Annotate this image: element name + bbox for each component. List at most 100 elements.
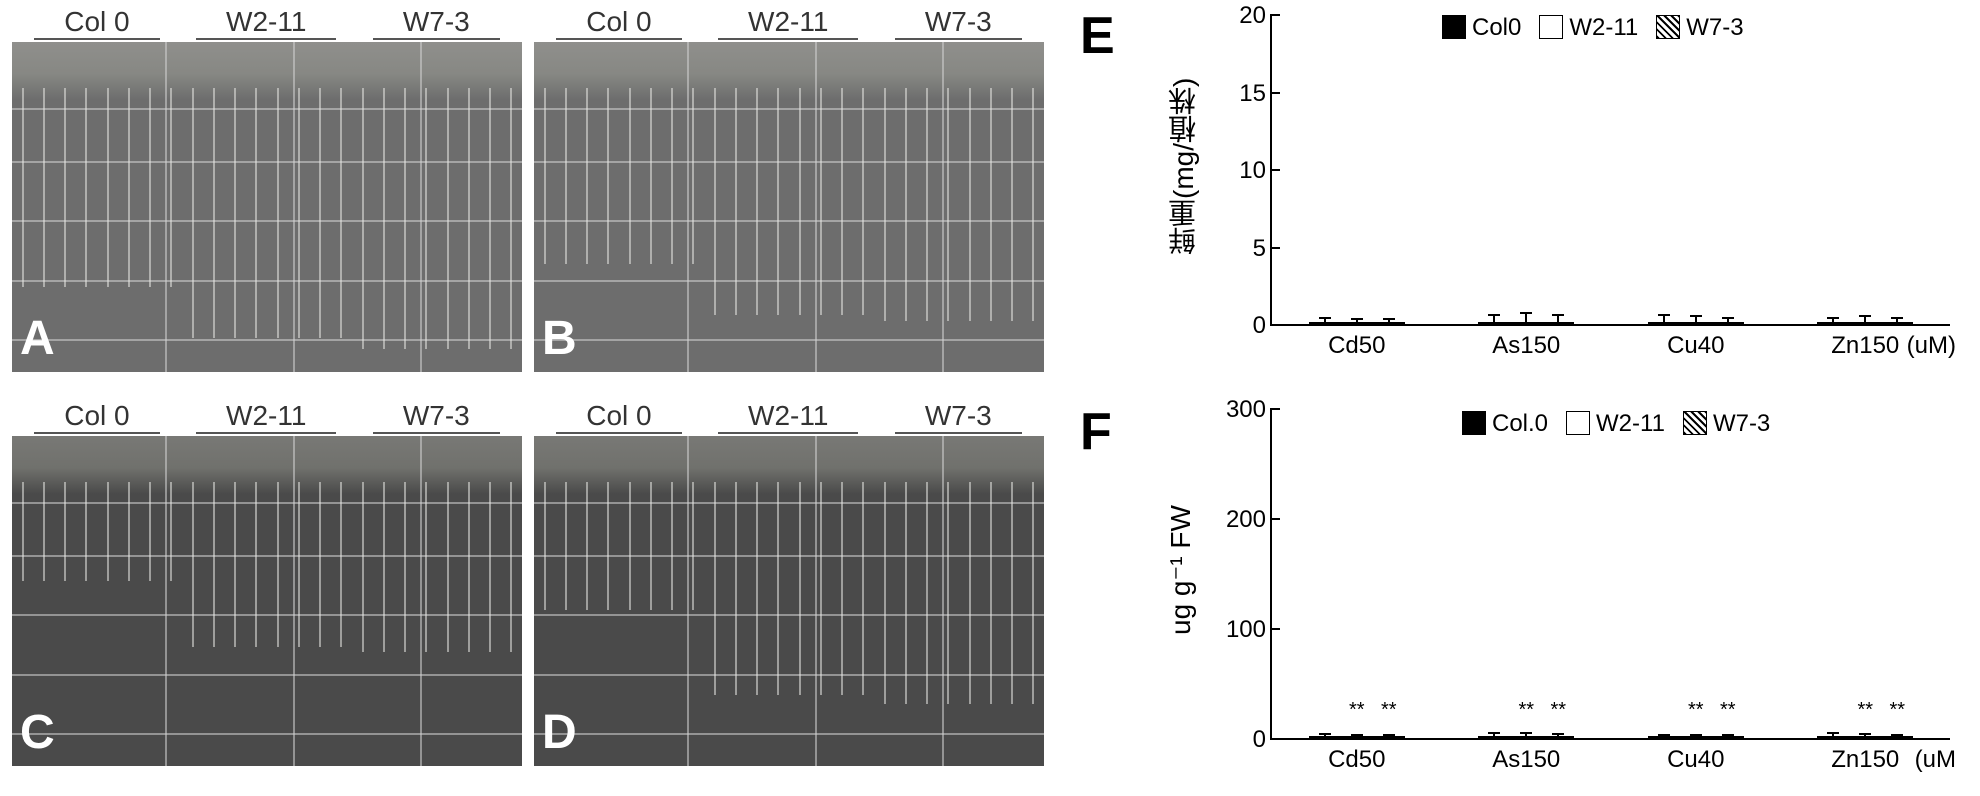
- bar: **: [1712, 736, 1744, 738]
- legend-item: Col.0: [1462, 410, 1548, 438]
- sample-label: W7-3: [895, 400, 1022, 434]
- panel-C: Col 0 W2-11 W7-3 C: [12, 398, 522, 766]
- error-bar: [1695, 315, 1697, 323]
- chart-E-yticks: 05101520: [1220, 16, 1270, 326]
- error-bar: [1324, 317, 1326, 323]
- bar: [1309, 736, 1341, 738]
- panel-A: Col 0 W2-11 W7-3 A: [12, 4, 522, 372]
- ytick-label: 300: [1226, 396, 1266, 424]
- significance-mark: **: [1381, 699, 1397, 722]
- error-bar: [1695, 734, 1697, 737]
- significance-mark: **: [1349, 699, 1365, 722]
- sample-label: Col 0: [556, 400, 681, 434]
- sample-label: W2-11: [718, 6, 858, 40]
- ytick-label: 5: [1253, 235, 1266, 263]
- legend-label: Col.0: [1492, 410, 1548, 437]
- xtick-label: As150: [1492, 324, 1560, 360]
- bar-group: ****: [1309, 736, 1405, 738]
- sample-label: W2-11: [196, 6, 336, 40]
- bar-group: [1478, 322, 1574, 324]
- error-bar: [1832, 317, 1834, 323]
- sample-label: Col 0: [556, 6, 681, 40]
- panel-D-sample-labels: Col 0 W2-11 W7-3: [534, 398, 1044, 436]
- significance-mark: **: [1550, 699, 1566, 722]
- sample-label: W7-3: [373, 400, 500, 434]
- bar: [1542, 322, 1574, 324]
- chart-F-ylabel-text: ug g⁻¹ FW: [1164, 505, 1197, 635]
- panel-A-sample-labels: Col 0 W2-11 W7-3: [12, 4, 522, 42]
- ytick-label: 10: [1239, 157, 1266, 185]
- error-bar: [1727, 734, 1729, 737]
- bar-group: [1817, 322, 1913, 324]
- bar: [1648, 736, 1680, 738]
- bar: [1712, 322, 1744, 324]
- panel-letter-C: C: [20, 705, 55, 760]
- xtick-label: Cu40: [1667, 324, 1724, 360]
- chart-E-ylabel: 鲜重(mg/植株): [1164, 6, 1204, 326]
- bar-group: [1648, 322, 1744, 324]
- xtick-label: Cd50: [1328, 324, 1385, 360]
- chart-F: ug g⁻¹ FW 0100200300 Col.0 W2-11 W7-3 (u…: [1150, 400, 1960, 790]
- bar: **: [1510, 736, 1542, 738]
- significance-mark: **: [1720, 699, 1736, 722]
- legend-label: W7-3: [1686, 14, 1743, 41]
- bar: **: [1542, 736, 1574, 738]
- xtick-label: Cu40: [1667, 738, 1724, 774]
- panel-letter-E: E: [1080, 6, 1115, 66]
- panel-letter-D: D: [542, 705, 577, 760]
- chart-F-plotarea: Col.0 W2-11 W7-3 (uM Cd50****As150****Cu…: [1270, 410, 1950, 740]
- chart-E-plotarea: Col0 W2-11 W7-3 (uM) Cd50As150Cu40Zn150: [1270, 16, 1950, 326]
- legend-swatch-hatch: [1683, 411, 1707, 435]
- legend-swatch-open: [1566, 411, 1590, 435]
- sample-label: Col 0: [34, 400, 159, 434]
- roots-w73: [352, 482, 522, 766]
- error-bar: [1493, 732, 1495, 737]
- panel-letter-B: B: [542, 311, 577, 366]
- roots-w211: [704, 482, 874, 766]
- chart-E-inner: 鲜重(mg/植株) 05101520 Col0 W2-11 W7-3 (uM) …: [1150, 6, 1960, 376]
- panel-D: Col 0 W2-11 W7-3 D: [534, 398, 1044, 766]
- error-bar: [1356, 318, 1358, 323]
- bar: [1309, 322, 1341, 324]
- legend-label: W7-3: [1713, 410, 1770, 437]
- roots-w211: [182, 482, 352, 766]
- significance-mark: **: [1857, 699, 1873, 722]
- bar: [1849, 322, 1881, 324]
- error-bar: [1388, 734, 1390, 737]
- ytick-label: 0: [1253, 312, 1266, 340]
- ytick-label: 100: [1226, 616, 1266, 644]
- bar: **: [1849, 736, 1881, 738]
- bar: [1478, 736, 1510, 738]
- chart-E: 鲜重(mg/植株) 05101520 Col0 W2-11 W7-3 (uM) …: [1150, 6, 1960, 376]
- significance-mark: **: [1518, 699, 1534, 722]
- error-bar: [1525, 312, 1527, 323]
- roots-w73: [874, 88, 1044, 372]
- error-bar: [1557, 733, 1559, 737]
- legend-label: Col0: [1472, 14, 1521, 41]
- error-bar: [1663, 734, 1665, 737]
- panel-letter-F: F: [1080, 402, 1112, 462]
- chart-F-yticks: 0100200300: [1220, 410, 1270, 740]
- error-bar: [1727, 317, 1729, 323]
- error-bar: [1832, 732, 1834, 737]
- bar: [1648, 322, 1680, 324]
- ytick-label: 20: [1239, 2, 1266, 30]
- bar-group: ****: [1648, 736, 1744, 738]
- chart-E-legend: Col0 W2-11 W7-3: [1442, 14, 1744, 42]
- roots-w211: [182, 88, 352, 372]
- error-bar: [1356, 734, 1358, 737]
- sample-label: W7-3: [373, 6, 500, 40]
- error-bar: [1525, 732, 1527, 737]
- error-bar: [1896, 734, 1898, 737]
- error-bar: [1896, 317, 1898, 323]
- error-bar: [1864, 315, 1866, 323]
- chart-E-x-unit: (uM): [1907, 324, 1956, 360]
- chart-F-legend: Col.0 W2-11 W7-3: [1462, 410, 1770, 438]
- legend-item: W2-11: [1566, 410, 1665, 438]
- legend-label: W2-11: [1596, 410, 1665, 437]
- panel-B: Col 0 W2-11 W7-3 B: [534, 4, 1044, 372]
- bar-group: [1309, 322, 1405, 324]
- significance-mark: **: [1889, 699, 1905, 722]
- sample-label: W2-11: [718, 400, 858, 434]
- legend-label: W2-11: [1569, 14, 1638, 41]
